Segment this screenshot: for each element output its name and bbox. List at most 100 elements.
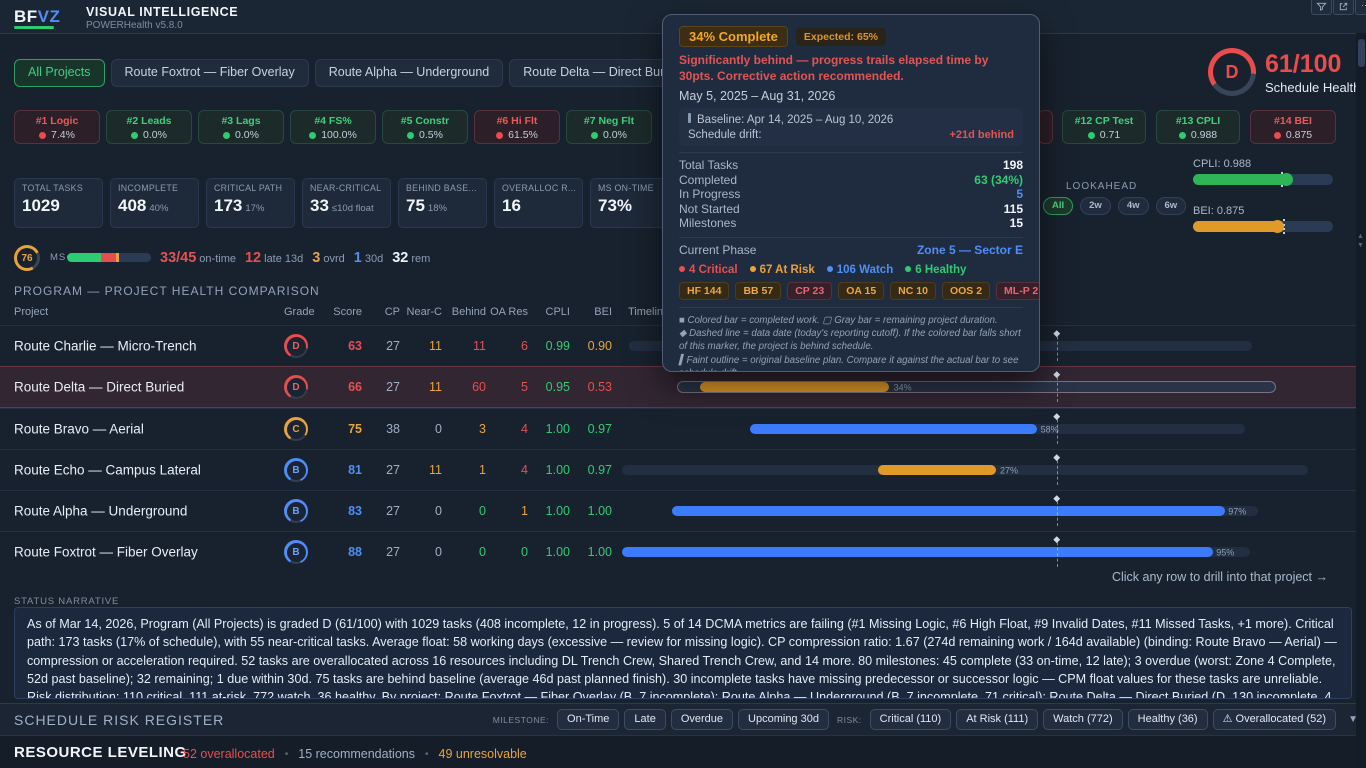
current-phase: Current Phase Zone 5 — Sector E [679, 243, 1023, 257]
lookahead-2w[interactable]: 2w [1080, 197, 1111, 215]
kpi-near-critical: NEAR-CRITICAL33≤10d float [302, 178, 391, 228]
dcma-metric-chips: #1 Logic7.4% #2 Leads0.0% #3 Lags0.0% #4… [14, 110, 652, 144]
behind-warning: Significantly behind — progress trails e… [679, 53, 1023, 84]
bei-knob[interactable] [1271, 220, 1284, 233]
recommendations-count: 15 recommendations [298, 747, 415, 761]
grade-badge: B [284, 458, 308, 482]
risk-register-title: SCHEDULE RISK REGISTER [14, 712, 224, 728]
kpi-critical-path: CRITICAL PATH17317% [206, 178, 295, 228]
filter-late[interactable]: Late [624, 709, 665, 730]
filter-critical[interactable]: Critical (110) [870, 709, 952, 730]
overflow-menu-icon[interactable]: ⋯ [1355, 0, 1366, 15]
filter-on-time[interactable]: On-Time [557, 709, 619, 730]
stat-not-started: Not Started115 [679, 202, 1023, 217]
badge-cp: CP 23 [787, 282, 832, 300]
filter-at-risk[interactable]: At Risk (111) [956, 709, 1038, 730]
vertical-scrollbar[interactable]: ▲ ▼ [1356, 33, 1366, 768]
project-detail-popup: 34% Complete Expected: 65% Significantly… [662, 14, 1040, 372]
kpi-total-tasks: TOTAL TASKS1029 [14, 178, 103, 228]
dcma-chip-bei[interactable]: #14 BEI0.875 [1250, 110, 1336, 144]
filter-upcoming-30d[interactable]: Upcoming 30d [738, 709, 829, 730]
status-narrative-label: STATUS NARRATIVE [14, 596, 119, 607]
section-title: PROGRAM — PROJECT HEALTH COMPARISON [14, 284, 320, 298]
kpi-cards: TOTAL TASKS1029 INCOMPLETE40840% CRITICA… [14, 178, 775, 228]
ms-segment-overdue [116, 253, 119, 262]
filter-overdue[interactable]: Overdue [671, 709, 733, 730]
badge-oa: OA 15 [838, 282, 884, 300]
dcma-chip-hi-flt[interactable]: #6 Hi Flt61.5% [474, 110, 560, 144]
status-dot-icon [591, 132, 598, 139]
lookahead-4w[interactable]: 4w [1118, 197, 1149, 215]
dcma-chip-leads[interactable]: #2 Leads0.0% [106, 110, 192, 144]
stat-milestones: Milestones15 [679, 216, 1023, 231]
cpli-slider[interactable] [1193, 174, 1333, 185]
scrollbar-thumb[interactable] [1358, 39, 1365, 67]
dcma-chip-constr[interactable]: #5 Constr0.5% [382, 110, 468, 144]
timeline-bar: 95% ◆ [622, 532, 1322, 572]
data-date-marker-icon: ◆ [1057, 537, 1058, 567]
table-row-alpha[interactable]: Route Alpha — Underground B 83 27 0 0 1 … [0, 490, 1356, 531]
lookahead-all[interactable]: All [1043, 197, 1073, 215]
dcma-chip-partial[interactable] [1038, 110, 1053, 144]
timeline-bar: 97% ◆ [622, 491, 1322, 531]
timeline-bar: 34% ◆ [622, 367, 1322, 407]
milestone-filter-label: MILESTONE: [493, 715, 549, 725]
table-row-delta[interactable]: Route Delta — Direct Buried D 66 27 11 6… [0, 366, 1356, 408]
table-row-echo[interactable]: Route Echo — Campus Lateral B 81 27 11 1… [0, 449, 1356, 490]
table-row-bravo[interactable]: Route Bravo — Aerial C 75 38 0 3 4 1.00 … [0, 408, 1356, 449]
scroll-down-icon[interactable]: ▼ [1357, 242, 1364, 249]
filter-icon[interactable] [1311, 0, 1332, 15]
risk-filter-label: RISK: [837, 715, 862, 725]
unresolvable-count: 49 unresolvable [439, 747, 527, 761]
dcma-chip-cpli[interactable]: #13 CPLI0.988 [1156, 110, 1240, 144]
status-dot-icon [407, 132, 414, 139]
percent-complete-badge: 34% Complete [679, 26, 788, 47]
grade-badge: B [284, 499, 308, 523]
tab-route-foxtrot[interactable]: Route Foxtrot — Fiber Overlay [111, 59, 309, 87]
badge-nc: NC 10 [890, 282, 936, 300]
timeline-bar: 58% ◆ [622, 409, 1322, 449]
badge-ml-p: ML-P 2 [996, 282, 1040, 300]
milestone-score-badge: 76 [14, 245, 40, 271]
app-title: VISUAL INTELLIGENCE [86, 5, 238, 19]
risk-filters: MILESTONE: On-Time Late Overdue Upcoming… [490, 709, 1336, 730]
dcma-metric-chips-right: #12 CP Test0.71 #13 CPLI0.988 #14 BEI0.8… [1062, 110, 1336, 144]
timeline-bar: 27% ◆ [622, 450, 1322, 490]
dcma-chip-logic[interactable]: #1 Logic7.4% [14, 110, 100, 144]
cpli-label: CPLI: 0.988 [1193, 158, 1251, 170]
tab-all-projects[interactable]: All Projects [14, 59, 105, 87]
app-version: POWERHealth v5.8.0 [86, 20, 183, 31]
lookahead-label: LOOKAHEAD [1066, 181, 1137, 192]
milestone-stats: 33/45on-time 12late 13d 3ovrd 130d 32rem [160, 249, 430, 267]
resource-leveling-stats: 52 overallocated • 15 recommendations • … [183, 747, 527, 761]
bei-slider[interactable] [1193, 221, 1333, 232]
grade-badge: B [284, 540, 308, 564]
filter-watch[interactable]: Watch (772) [1043, 709, 1123, 730]
status-dot-icon [496, 132, 503, 139]
milestone-progress-bar [67, 253, 151, 262]
dot-icon [750, 266, 756, 272]
lookahead-6w[interactable]: 6w [1156, 197, 1187, 215]
resource-leveling-title: RESOURCE LEVELING [14, 744, 187, 761]
kpi-overallocated: OVERALLOC R...16 [494, 178, 583, 228]
dcma-chip-fs[interactable]: #4 FS%100.0% [290, 110, 376, 144]
schedule-health-gauge: D [1208, 48, 1256, 96]
status-dot-icon [309, 132, 316, 139]
metric-flag-badges: HF 144 BB 57 CP 23 OA 15 NC 10 OOS 2 ML-… [679, 282, 1023, 300]
table-row-foxtrot[interactable]: Route Foxtrot — Fiber Overlay B 88 27 0 … [0, 531, 1356, 572]
external-link-icon[interactable] [1333, 0, 1354, 15]
data-date-marker-icon: ◆ [1057, 372, 1058, 402]
schedule-health-label: Schedule Health [1265, 80, 1360, 95]
cpli-knob[interactable] [1280, 173, 1293, 186]
dcma-chip-cp-test[interactable]: #12 CP Test0.71 [1062, 110, 1146, 144]
scroll-up-icon[interactable]: ▲ [1357, 233, 1364, 240]
ms-segment-late [101, 253, 115, 262]
status-dot-icon [1274, 132, 1281, 139]
dot-icon [679, 266, 685, 272]
bei-label: BEI: 0.875 [1193, 205, 1244, 217]
dcma-chip-neg-flt[interactable]: #7 Neg Flt0.0% [566, 110, 652, 144]
filter-overallocated[interactable]: ⚠ Overallocated (52) [1213, 709, 1336, 730]
dcma-chip-lags[interactable]: #3 Lags0.0% [198, 110, 284, 144]
filter-healthy[interactable]: Healthy (36) [1128, 709, 1208, 730]
tab-route-alpha[interactable]: Route Alpha — Underground [315, 59, 504, 87]
